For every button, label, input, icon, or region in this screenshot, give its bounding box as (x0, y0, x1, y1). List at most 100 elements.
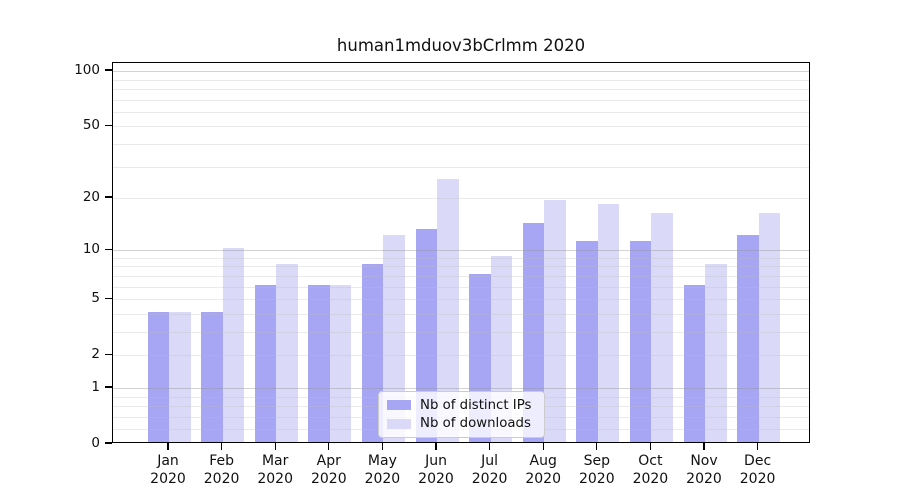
gridline-minor (113, 275, 809, 277)
x-tick-year: 2020 (203, 471, 240, 487)
x-tick-label-mar: Mar 2020 (247, 452, 303, 488)
gridline-major (113, 387, 809, 389)
bar-downloads-apr (329, 284, 352, 442)
bar-ips-jun (415, 228, 437, 442)
gridline-minor (113, 111, 809, 113)
x-tick-mark (756, 443, 759, 450)
bar-ips-feb (201, 311, 223, 442)
x-tick-mark (435, 443, 437, 450)
legend-label-downloads: Nb of downloads (420, 416, 531, 432)
x-tick-year: 2020 (632, 471, 669, 487)
bar-ips-oct (629, 241, 652, 442)
gridline-minor (113, 331, 809, 333)
bar-ips-dec (737, 234, 759, 442)
x-tick-label-may: May 2020 (354, 452, 410, 488)
bar-ips-nov (683, 284, 705, 442)
bar-ips-aug (522, 223, 545, 442)
x-tick-month: Apr (316, 453, 341, 469)
x-tick-mark (703, 443, 705, 450)
x-tick-month: Feb (209, 453, 234, 469)
x-tick-label-sep: Sep 2020 (569, 452, 625, 488)
x-tick-year: 2020 (418, 471, 454, 487)
x-tick-mark (649, 443, 652, 450)
gridline-minor (113, 99, 809, 101)
y-tick-label: 10 (82, 241, 100, 258)
x-tick-month: Dec (744, 453, 772, 469)
x-tick-month: Nov (690, 453, 718, 469)
legend-swatch-downloads (387, 418, 411, 429)
bar-downloads-nov (705, 264, 727, 442)
chart-title: human1mduov3bCrlmm 2020 (336, 36, 586, 55)
bar-downloads-jun (437, 178, 459, 442)
x-tick-label-oct: Oct 2020 (622, 452, 678, 488)
legend-item-downloads: Nb of downloads (387, 416, 536, 431)
x-tick-mark (274, 443, 276, 450)
gridline-minor (113, 143, 809, 145)
x-tick-month: Jan (157, 453, 179, 469)
y-tick-label: 20 (82, 189, 100, 205)
x-tick-month: Oct (638, 453, 663, 469)
bar-downloads-feb (222, 248, 245, 442)
gridline-minor (113, 88, 809, 90)
gridline-minor (113, 313, 809, 315)
gridline-minor (113, 126, 809, 128)
legend-swatch-distinct-ips (387, 400, 411, 411)
x-tick-month: May (367, 453, 397, 469)
y-tick-label: 50 (82, 117, 100, 134)
x-tick-mark (596, 443, 598, 450)
x-tick-label-jun: Jun 2020 (408, 452, 464, 488)
x-tick-mark (328, 443, 330, 450)
bar-ips-sep (576, 241, 598, 442)
y-tick-mark (105, 196, 112, 198)
y-tick-mark (105, 442, 112, 444)
x-tick-label-jan: Jan 2020 (140, 452, 196, 488)
bar-ips-apr (308, 284, 330, 442)
y-tick-mark (105, 386, 112, 388)
y-tick-mark (105, 124, 112, 126)
x-tick-label-nov: Nov 2020 (676, 452, 732, 488)
x-tick-year: 2020 (686, 471, 722, 487)
gridline-minor (113, 355, 809, 357)
x-tick-year: 2020 (364, 471, 401, 487)
x-tick-label-apr: Apr 2020 (301, 452, 357, 488)
x-tick-month: Mar (261, 453, 289, 469)
x-tick-month: Jul (481, 453, 499, 469)
gridline-minor (113, 266, 809, 268)
x-tick-mark (220, 443, 223, 450)
y-tick-mark (105, 69, 112, 71)
x-tick-month: Sep (583, 453, 610, 469)
x-tick-year: 2020 (257, 471, 293, 487)
x-tick-month: Aug (529, 453, 557, 469)
y-tick-label: 0 (91, 435, 100, 451)
x-tick-mark (167, 443, 169, 450)
y-tick-label: 1 (91, 378, 100, 395)
y-tick-mark (105, 353, 112, 355)
gridline-minor (113, 257, 809, 259)
x-tick-mark (542, 443, 544, 450)
gridline-minor (113, 79, 809, 81)
x-tick-year: 2020 (739, 471, 776, 487)
y-tick-label: 100 (74, 62, 100, 79)
x-tick-year: 2020 (310, 471, 347, 487)
y-tick-label: 2 (91, 346, 100, 363)
bar-downloads-mar (276, 264, 298, 442)
legend: Nb of distinct IPs Nb of downloads (378, 391, 545, 438)
bar-downloads-dec (758, 213, 781, 442)
x-tick-label-feb: Feb 2020 (194, 452, 250, 488)
gridline-minor (113, 166, 809, 168)
bar-downloads-may (383, 234, 405, 442)
x-tick-mark (381, 443, 384, 450)
y-tick-mark (105, 297, 112, 299)
gridline-major (113, 250, 809, 252)
bar-downloads-aug (544, 199, 566, 442)
gridline-major (113, 71, 809, 73)
x-tick-mark (488, 443, 491, 450)
x-tick-year: 2020 (525, 471, 561, 487)
gridline-minor (113, 299, 809, 301)
y-tick-mark (105, 248, 112, 250)
bar-downloads-jan (169, 311, 191, 442)
y-tick-label: 5 (91, 290, 100, 307)
bar-ips-jan (147, 311, 169, 442)
gridline-minor (113, 286, 809, 288)
